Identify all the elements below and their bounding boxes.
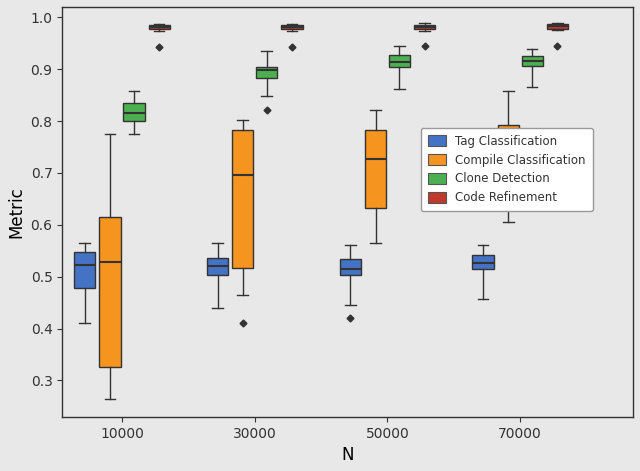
PathPatch shape (414, 24, 435, 29)
PathPatch shape (522, 56, 543, 65)
PathPatch shape (388, 55, 410, 66)
PathPatch shape (472, 255, 493, 269)
X-axis label: N: N (341, 446, 354, 464)
PathPatch shape (547, 24, 568, 29)
PathPatch shape (365, 130, 386, 208)
PathPatch shape (281, 25, 303, 29)
PathPatch shape (232, 130, 253, 268)
PathPatch shape (124, 103, 145, 121)
Legend: Tag Classification, Compile Classification, Clone Detection, Code Refinement: Tag Classification, Compile Classificati… (421, 128, 593, 211)
PathPatch shape (99, 217, 120, 367)
PathPatch shape (340, 259, 361, 275)
PathPatch shape (256, 66, 277, 78)
PathPatch shape (498, 125, 519, 180)
PathPatch shape (207, 258, 228, 275)
PathPatch shape (148, 25, 170, 29)
PathPatch shape (74, 252, 95, 288)
Y-axis label: Metric: Metric (7, 186, 25, 238)
